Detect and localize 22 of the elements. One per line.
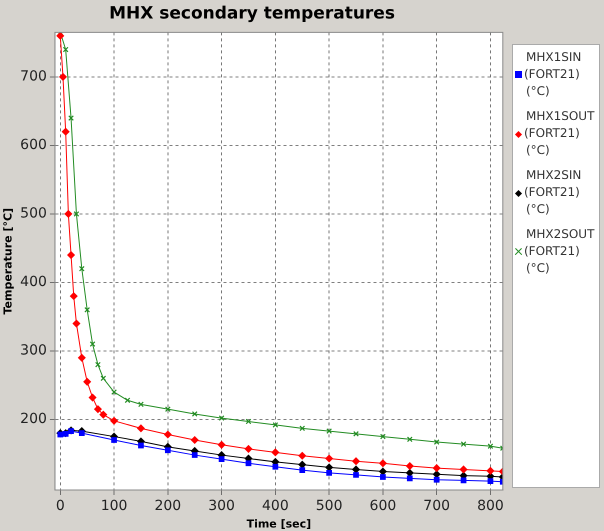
- legend-label: MHX1SIN (FORT21) (°C): [523, 49, 582, 100]
- x-tick-label: 500: [316, 498, 342, 514]
- x-tick-label: 800: [477, 498, 504, 514]
- x-tick-label: 600: [370, 498, 396, 514]
- y-tick-label: 300: [20, 342, 47, 359]
- y-tick-label: 200: [20, 411, 47, 428]
- y-tick-label: 500: [20, 206, 47, 222]
- y-tick-label: 600: [20, 137, 47, 154]
- y-axis-title: Temperature [°C]: [1, 208, 14, 314]
- legend-label: MHX2SIN (FORT21) (°C): [523, 167, 582, 218]
- x-tick-label: 400: [262, 498, 289, 514]
- y-tick-label: 400: [20, 274, 47, 290]
- chart-title: MHX secondary temperatures: [109, 4, 395, 24]
- x-tick-label: 300: [208, 498, 235, 514]
- x-tick-label: 200: [154, 498, 182, 514]
- x-tick-label: 100: [100, 498, 128, 514]
- x-axis-title: Time [sec]: [246, 517, 312, 530]
- legend-label: MHX2SOUT (FORT21) (°C): [523, 226, 596, 277]
- legend-label: MHX1SOUT (FORT21) (°C): [523, 108, 596, 159]
- x-tick-label: 0: [56, 498, 65, 514]
- y-tick-label: 700: [20, 68, 47, 85]
- x-tick-label: 700: [423, 498, 450, 514]
